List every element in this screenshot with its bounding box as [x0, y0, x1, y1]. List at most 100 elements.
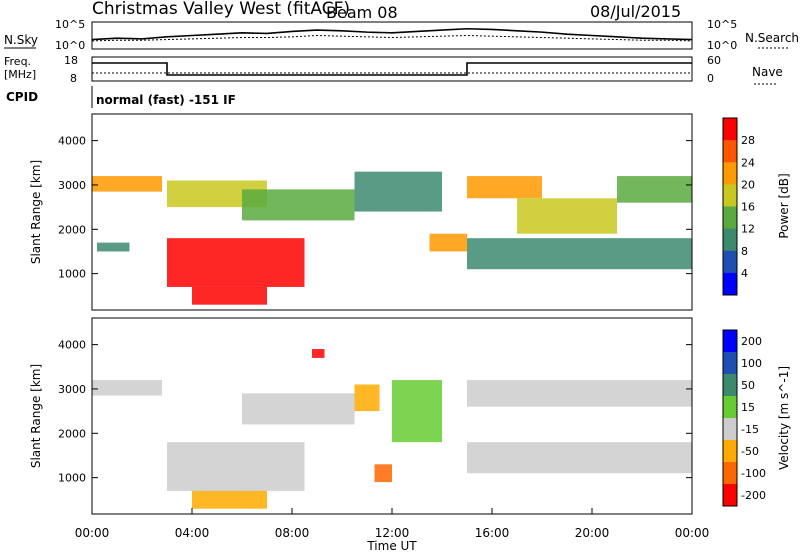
- freq-right-tick-top: 60: [707, 54, 721, 67]
- velocity-colorbar-swatch: [723, 396, 737, 419]
- power-colorbar-tick-label: 24: [741, 156, 755, 169]
- power-colorbar-tick-label: 8: [741, 245, 748, 258]
- power-echo-5: [242, 189, 355, 221]
- freq-label-line1: Freq.: [4, 55, 31, 68]
- velocity-echo-4: [312, 349, 325, 358]
- power-ytick-label: 2000: [58, 223, 86, 236]
- power-echo-10: [467, 238, 692, 270]
- velocity-colorbar-tick-label: -200: [741, 489, 766, 502]
- time-tick-label: 20:00: [575, 526, 610, 540]
- velocity-colorbar-label: Velocity [m s^-1]: [777, 366, 791, 470]
- power-echo-4: [192, 286, 267, 305]
- nsearch-label: N.Search: [745, 31, 799, 45]
- power-colorbar-tick-label: 28: [741, 134, 755, 147]
- velocity-colorbar-tick-label: 15: [741, 401, 755, 414]
- noise-left-tick-bottom: 10^0: [55, 39, 85, 52]
- velocity-colorbar-tick-label: 100: [741, 357, 762, 370]
- time-tick-label: 04:00: [175, 526, 210, 540]
- power-colorbar-tick-label: 4: [741, 267, 748, 280]
- power-echo-7: [429, 233, 467, 252]
- power-echo-9: [517, 198, 617, 234]
- power-colorbar-swatch: [723, 250, 737, 274]
- power-colorbar-swatch: [723, 206, 737, 230]
- radar-title: Christmas Valley West (fitACF): [92, 0, 350, 19]
- nsky-line: [91, 27, 693, 41]
- power-colorbar-label: Power [dB]: [777, 173, 791, 238]
- power-echo-11: [617, 176, 692, 203]
- velocity-ytick-label: 2000: [58, 427, 86, 440]
- power-colorbar-tick-label: 20: [741, 178, 755, 191]
- power-colorbar-swatch: [723, 162, 737, 185]
- velocity-echo-2: [192, 490, 267, 509]
- velocity-echo-1: [167, 442, 305, 491]
- time-tick-label: 16:00: [475, 526, 510, 540]
- power-colorbar-swatch: [723, 228, 737, 252]
- power-ylabel: Slant Range [km]: [29, 160, 43, 264]
- velocity-echo-6: [374, 464, 392, 483]
- time-tick-label: 08:00: [275, 526, 310, 540]
- time-tick-label: 12:00: [375, 526, 410, 540]
- power-colorbar-tick-label: 16: [741, 201, 755, 214]
- power-colorbar-swatch: [723, 184, 737, 207]
- freq-right-tick-bottom: 0: [707, 72, 714, 85]
- power-echo-0: [92, 176, 162, 192]
- power-colorbar: 4 8 12 16 20 24 28 Power [dB]: [722, 117, 791, 296]
- power-echo-1: [97, 242, 130, 252]
- velocity-echo-3: [242, 393, 355, 425]
- velocity-colorbar-tick-label: 200: [741, 335, 762, 348]
- velocity-colorbar-tick-label: -15: [741, 423, 759, 436]
- velocity-colorbar-swatch: [723, 440, 737, 463]
- freq-label-line2: [MHz]: [4, 68, 36, 81]
- velocity-colorbar-swatch: [723, 352, 737, 375]
- velocity-colorbar-tick-label: -50: [741, 445, 759, 458]
- time-tick-label: 00:00: [75, 526, 110, 540]
- power-panel: 1000 2000 3000 4000 Slant Range [km]: [29, 113, 693, 311]
- velocity-panel: 1000 2000 3000 4000 Slant Range [km]: [29, 317, 693, 515]
- nave-label: Nave: [752, 65, 783, 79]
- velocity-ylabel: Slant Range [km]: [29, 364, 43, 468]
- power-colorbar-tick-label: 12: [741, 223, 755, 236]
- velocity-ytick-label: 4000: [58, 339, 86, 352]
- velocity-colorbar-swatch: [723, 484, 737, 507]
- frequency-panel: Freq. [MHz] 18 8 60 0 Nave: [4, 54, 783, 85]
- power-colorbar-swatch: [723, 140, 737, 163]
- date-label: 08/Jul/2015: [590, 2, 681, 21]
- nsearch-line: [91, 34, 693, 42]
- velocity-colorbar-swatch: [723, 462, 737, 485]
- velocity-colorbar-tick-label: -100: [741, 467, 766, 480]
- time-axis-label: Time UT: [366, 539, 417, 553]
- nsky-label: N.Sky: [4, 33, 38, 47]
- freq-left-tick-top: 18: [64, 54, 78, 67]
- time-tick-label: 00:00: [675, 526, 710, 540]
- velocity-echo-5: [354, 384, 380, 412]
- velocity-colorbar-swatch: [723, 418, 737, 441]
- velocity-ytick-label: 3000: [58, 383, 86, 396]
- freq-left-tick-bottom: 8: [70, 72, 77, 85]
- velocity-colorbar-swatch: [723, 374, 737, 397]
- power-echo-8: [467, 176, 542, 199]
- power-ytick-label: 3000: [58, 179, 86, 192]
- cpid-label: CPID: [6, 90, 38, 104]
- velocity-ytick-label: 1000: [58, 472, 86, 485]
- velocity-colorbar-swatch: [723, 330, 737, 353]
- power-ytick-label: 4000: [58, 135, 86, 148]
- power-echo-6: [354, 171, 442, 212]
- velocity-echo-0: [92, 380, 162, 396]
- velocity-colorbar: 200 100 50 15 -15 -50 -100 -200 Velocity [m s^-…: [722, 329, 791, 507]
- power-echo-3: [167, 238, 305, 287]
- noise-right-tick-bottom: 10^0: [707, 39, 737, 52]
- power-colorbar-swatch: [723, 118, 737, 141]
- noise-right-tick-top: 10^5: [707, 18, 737, 31]
- frequency-line: [92, 62, 692, 76]
- velocity-colorbar-tick-label: 50: [741, 379, 755, 392]
- velocity-echo-9: [467, 442, 692, 474]
- velocity-echo-7: [392, 380, 442, 443]
- power-colorbar-swatch: [723, 272, 737, 296]
- beam-label: Beam 08: [326, 3, 398, 22]
- noise-panel: N.Sky 10^5 10^0 10^5 10^0 N.Search: [4, 18, 799, 52]
- power-ytick-label: 1000: [58, 268, 86, 281]
- noise-left-tick-top: 10^5: [55, 18, 85, 31]
- cpid-text: normal (fast) -151 IF: [96, 93, 236, 107]
- velocity-echo-8: [467, 380, 692, 407]
